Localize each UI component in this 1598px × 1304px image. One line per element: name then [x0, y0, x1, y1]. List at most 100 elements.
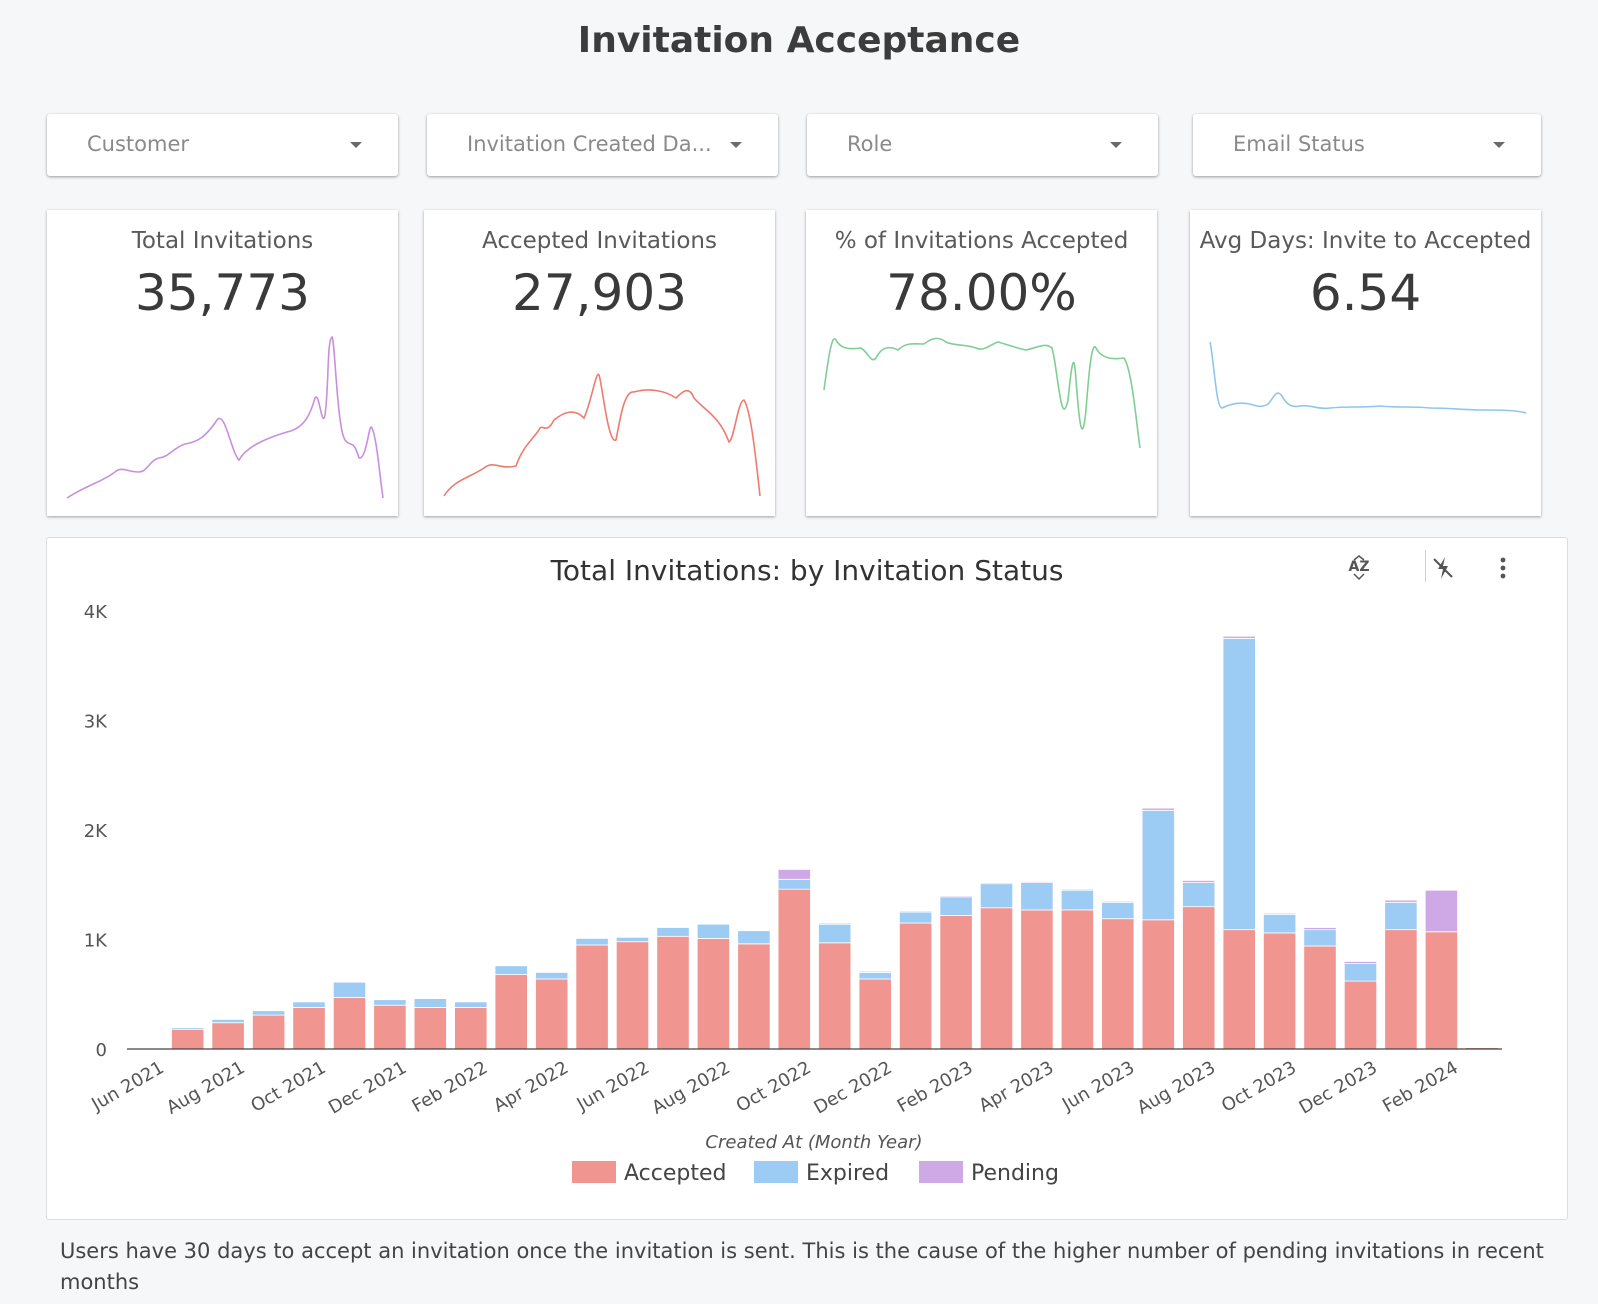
- bar-accepted: [211, 1022, 245, 1050]
- scorecard-label: % of Invitations Accepted: [834, 228, 1129, 254]
- avg-days-sparkline: [1209, 341, 1527, 414]
- x-tick-label: Dec 2021: [325, 1057, 410, 1118]
- bar-accepted: [1424, 931, 1458, 1050]
- email-status-filter[interactable]: Email Status: [1193, 114, 1541, 176]
- x-tick-label: Aug 2021: [163, 1057, 249, 1119]
- bar-pending: [1060, 888, 1095, 891]
- legend-label-accepted: Accepted: [624, 1161, 726, 1186]
- customer-filter[interactable]: Customer: [47, 114, 398, 176]
- bar-accepted: [656, 935, 690, 1050]
- bar-pending: [979, 882, 1014, 885]
- bar-accepted: [1303, 945, 1337, 1050]
- y-tick-label: 4K: [84, 602, 108, 623]
- y-tick-label: 1K: [84, 931, 108, 952]
- bar-accepted: [171, 1028, 205, 1050]
- toolbar-divider: [1425, 550, 1426, 582]
- bar-pending: [939, 895, 973, 898]
- percent-accepted-sparkline: [823, 337, 1141, 449]
- scorecard-value: 35,773: [135, 264, 310, 322]
- bar-accepted: [1020, 909, 1054, 1050]
- bar-accepted: [696, 937, 731, 1050]
- legend-swatch-accepted: [572, 1161, 616, 1183]
- bar-expired: [1303, 929, 1337, 947]
- x-tick-label: Oct 2021: [247, 1057, 329, 1117]
- bar-accepted: [332, 997, 367, 1050]
- scorecard-value: 27,903: [512, 264, 687, 322]
- bar-accepted: [1141, 919, 1175, 1050]
- chevron-down-icon: [730, 142, 742, 148]
- invitation-created-date-filter-label: Invitation Created Da...: [467, 132, 712, 156]
- invitation-created-date-filter[interactable]: Invitation Created Da...: [427, 114, 778, 176]
- bar-accepted: [1182, 906, 1216, 1050]
- bar-accepted: [818, 942, 852, 1050]
- bar-expired: [1263, 913, 1297, 934]
- bar-pending: [1182, 879, 1216, 883]
- bar-expired: [1141, 809, 1175, 921]
- bar-expired: [1101, 901, 1135, 920]
- scorecard-label: Accepted Invitations: [482, 228, 717, 254]
- bar-expired: [656, 927, 690, 937]
- bar-pending: [1424, 889, 1458, 933]
- scorecard-value: 78.00%: [886, 264, 1077, 322]
- x-tick-label: Oct 2022: [733, 1057, 815, 1117]
- sparkline-path: [823, 337, 1141, 449]
- x-tick-label: Jun 2023: [1058, 1057, 1138, 1116]
- bar-pending: [1020, 881, 1054, 884]
- bar-accepted: [454, 1006, 488, 1050]
- svg-text:AZ: AZ: [1349, 559, 1370, 575]
- bar-expired: [939, 896, 973, 916]
- bar-pending: [818, 922, 852, 925]
- x-tick-label: Feb 2024: [1379, 1057, 1462, 1117]
- role-filter[interactable]: Role: [807, 114, 1158, 176]
- sparkline-path: [66, 335, 384, 499]
- bar-accepted: [373, 1004, 407, 1050]
- bar-expired: [332, 981, 367, 998]
- bar-expired: [1343, 963, 1378, 982]
- bar-expired: [818, 923, 852, 944]
- bar-expired: [1222, 638, 1256, 931]
- customer-filter-label: Customer: [87, 132, 190, 156]
- bar-accepted: [1384, 929, 1418, 1050]
- x-tick-label: Jun 2021: [87, 1057, 167, 1116]
- legend-label-pending: Pending: [971, 1161, 1059, 1186]
- bar-accepted: [1263, 932, 1297, 1050]
- bar-pending: [777, 868, 811, 880]
- accepted-invitations-scorecard: Accepted Invitations 27,903: [424, 210, 775, 516]
- bar-pending: [858, 970, 892, 973]
- accepted-invitations-sparkline: [443, 373, 761, 497]
- bar-expired: [575, 937, 609, 946]
- bar-expired: [979, 883, 1014, 909]
- x-tick-label: Apr 2022: [490, 1057, 572, 1117]
- bar-expired: [737, 930, 771, 945]
- bar-accepted: [292, 1006, 326, 1050]
- bar-expired: [171, 1027, 205, 1030]
- bar-accepted: [1343, 980, 1378, 1050]
- legend-label-expired: Expired: [806, 1161, 889, 1186]
- role-filter-label: Role: [847, 132, 893, 156]
- more-vert-icon[interactable]: [1485, 550, 1521, 586]
- x-tick-label: Jun 2022: [573, 1057, 653, 1116]
- sort-az-icon[interactable]: AZ: [1341, 550, 1377, 586]
- scorecard-label: Total Invitations: [131, 228, 314, 254]
- bar-expired: [615, 936, 650, 943]
- bar-pending: [1343, 960, 1378, 964]
- chevron-down-icon: [1493, 142, 1505, 148]
- total-invitations-scorecard: Total Invitations 35,773: [47, 210, 398, 516]
- bar-expired: [1182, 882, 1216, 908]
- bar-expired: [454, 1001, 488, 1008]
- y-tick-label: 2K: [84, 821, 108, 842]
- y-tick-label: 0: [96, 1040, 107, 1061]
- bar-expired: [494, 965, 528, 975]
- legend-swatch-expired: [754, 1161, 798, 1183]
- x-tick-label: Dec 2023: [1296, 1057, 1381, 1118]
- cross-filter-icon[interactable]: [1425, 550, 1461, 586]
- bar-accepted: [939, 914, 973, 1050]
- bar-accepted: [251, 1014, 286, 1050]
- chart-title: Total Invitations: by Invitation Status: [550, 554, 1064, 587]
- total-invitations-sparkline: [66, 335, 384, 499]
- bar-expired: [292, 1001, 326, 1008]
- bar-expired: [858, 971, 892, 980]
- bar-pending: [1384, 899, 1418, 903]
- y-tick-label: 3K: [84, 712, 108, 733]
- bar-accepted: [575, 944, 609, 1050]
